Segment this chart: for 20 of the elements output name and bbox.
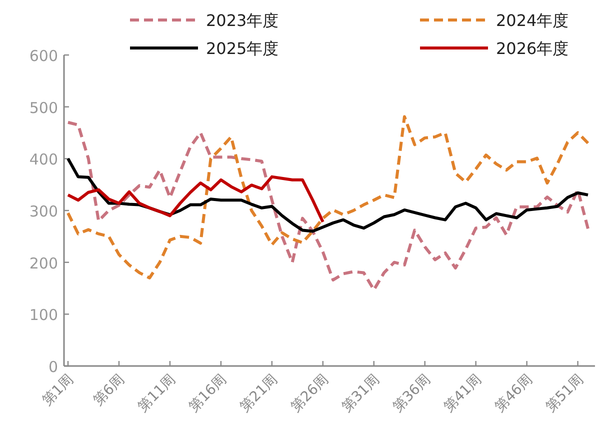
x-tick-label: 第21周 [237, 372, 281, 416]
x-tick-label: 第11周 [135, 372, 179, 416]
y-tick-label: 100 [29, 306, 58, 324]
y-tick-label: 400 [29, 150, 58, 169]
y-tick-label: 600 [29, 47, 58, 65]
legend-label: 2023年度 [206, 11, 279, 30]
x-tick-label: 第26周 [288, 372, 332, 416]
x-tick-label: 第41周 [440, 372, 485, 416]
y-tick-label: 500 [29, 98, 58, 117]
y-tick-label: 200 [29, 254, 58, 272]
x-tick-label: 第31周 [338, 372, 383, 416]
x-tick-label: 第46周 [492, 372, 536, 416]
legend-label: 2026年度 [496, 39, 569, 58]
legend-label: 2024年度 [496, 11, 569, 30]
x-tick-label: 第16周 [186, 372, 230, 416]
x-tick-label: 第6周 [90, 372, 128, 409]
x-tick-label: 第36周 [390, 372, 434, 416]
y-tick-label: 300 [29, 202, 58, 220]
x-tick-label: 第51周 [542, 372, 587, 416]
legend-label: 2025年度 [206, 39, 279, 58]
